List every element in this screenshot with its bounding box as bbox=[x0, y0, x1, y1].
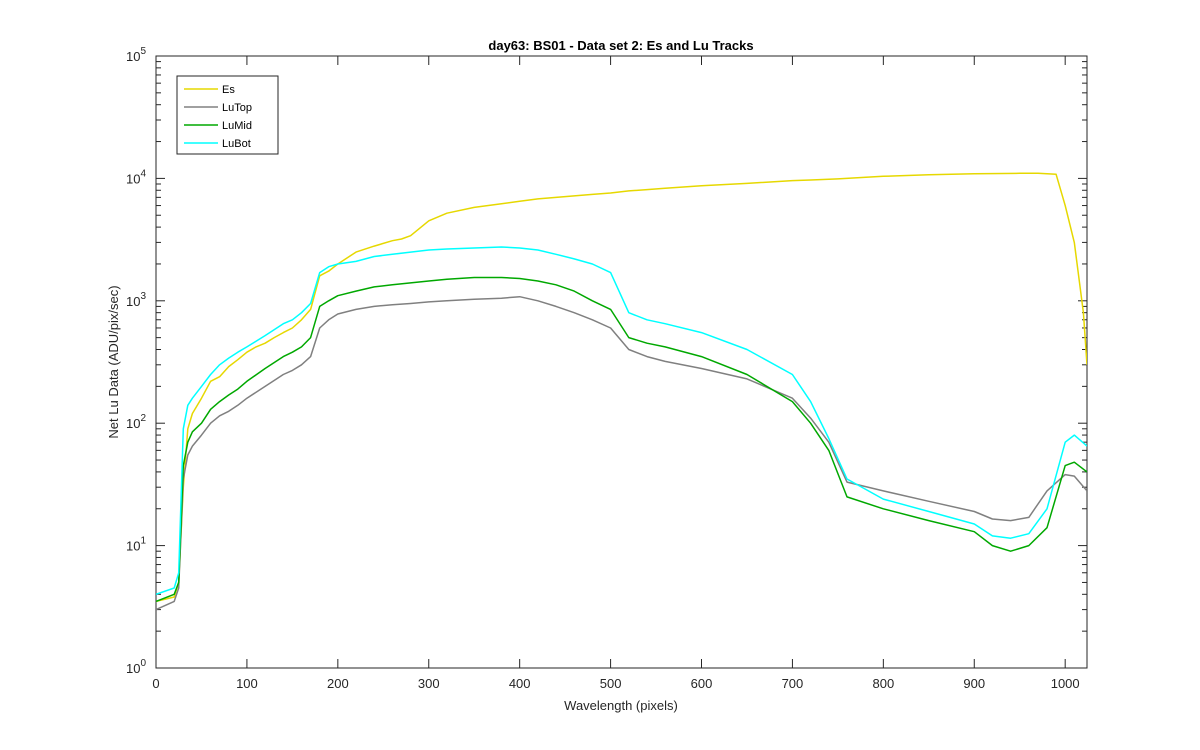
x-tick-label: 400 bbox=[509, 676, 531, 691]
legend-label-lutop: LuTop bbox=[222, 102, 252, 114]
y-tick-label: 104 bbox=[126, 168, 146, 186]
x-tick-label: 200 bbox=[327, 676, 349, 691]
x-axis-ticks: 0 100 200 300 400 500 600 700 800 900 1000 bbox=[152, 56, 1080, 691]
x-axis-label: Wavelength (pixels) bbox=[564, 698, 678, 713]
series-line-lubot bbox=[156, 246, 1087, 596]
chart-title: day63: BS01 - Data set 2: Es and Lu Trac… bbox=[488, 38, 753, 53]
x-tick-label: 800 bbox=[872, 676, 894, 691]
x-tick-label: 600 bbox=[691, 676, 713, 691]
x-tick-label: 0 bbox=[152, 676, 159, 691]
y-tick-label: 101 bbox=[126, 536, 146, 554]
x-tick-label: 300 bbox=[418, 676, 440, 691]
y-axis-label: Net Lu Data (ADU/pix/sec) bbox=[106, 285, 121, 438]
x-tick-label: 1000 bbox=[1051, 676, 1080, 691]
legend: Es LuTop LuMid LuBot bbox=[176, 75, 279, 155]
series-line-lutop bbox=[156, 295, 1087, 611]
legend-label-lubot: LuBot bbox=[222, 138, 251, 150]
x-tick-label: 500 bbox=[600, 676, 622, 691]
legend-label-lumid: LuMid bbox=[222, 120, 252, 132]
plot-area bbox=[155, 55, 1088, 669]
y-tick-label: 102 bbox=[126, 413, 146, 431]
y-tick-label: 100 bbox=[126, 658, 146, 676]
series-line-es bbox=[156, 172, 1087, 603]
x-tick-label: 900 bbox=[963, 676, 985, 691]
legend-label-es: Es bbox=[222, 84, 235, 96]
y-tick-label: 105 bbox=[126, 46, 146, 64]
x-tick-label: 700 bbox=[782, 676, 804, 691]
x-tick-label: 100 bbox=[236, 676, 258, 691]
y-tick-label: 103 bbox=[126, 291, 146, 309]
series-layer bbox=[156, 172, 1087, 611]
series-line-lumid bbox=[156, 276, 1087, 603]
y-axis-ticks: 100 101 102 103 104 105 bbox=[126, 46, 1087, 676]
